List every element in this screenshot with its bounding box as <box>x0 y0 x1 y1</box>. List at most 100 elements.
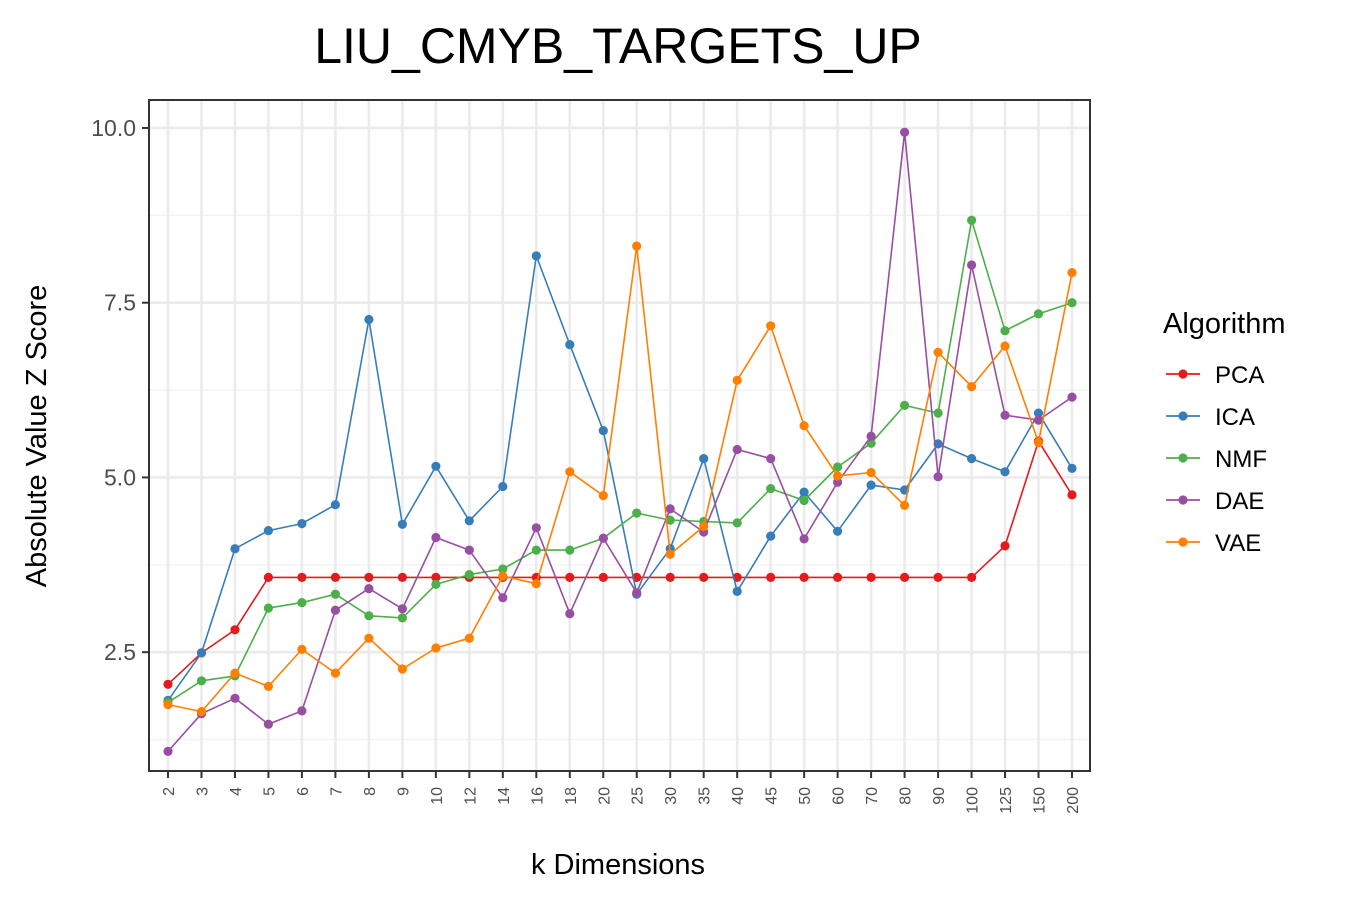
plot-background <box>149 100 1090 771</box>
data-point <box>531 523 541 533</box>
data-point <box>833 477 843 487</box>
legend-label: DAE <box>1215 488 1264 515</box>
legend-label: NMF <box>1215 446 1267 473</box>
data-point <box>1067 392 1077 402</box>
x-tick-label: 7 <box>328 787 345 796</box>
data-point <box>230 668 240 678</box>
x-tick-label: 80 <box>898 787 915 805</box>
data-point <box>900 500 910 510</box>
series-dae <box>163 127 1077 757</box>
legend-items: PCA ICA NMF DAE VAE <box>1166 362 1267 557</box>
data-point <box>699 572 709 583</box>
series-nmf <box>163 215 1077 708</box>
data-point <box>364 611 374 621</box>
data-point <box>866 431 876 441</box>
data-point <box>230 544 240 554</box>
data-point <box>196 707 207 717</box>
data-point <box>598 572 608 583</box>
data-point <box>1067 463 1077 473</box>
x-tick-label: 40 <box>730 787 747 805</box>
data-point <box>297 572 307 583</box>
x-tick-label: 35 <box>697 787 714 805</box>
data-point <box>933 408 943 418</box>
data-point <box>565 545 575 555</box>
data-point <box>1067 268 1077 278</box>
data-point <box>933 472 943 482</box>
data-point <box>1000 326 1010 336</box>
legend-title: Algorithm <box>1163 308 1286 340</box>
data-point <box>263 603 273 613</box>
data-point <box>833 462 843 472</box>
data-point <box>263 681 273 692</box>
x-tick-label: 5 <box>261 787 278 796</box>
data-point <box>330 668 340 678</box>
data-point <box>1067 298 1077 308</box>
data-point <box>397 613 407 623</box>
data-point <box>799 421 809 431</box>
data-point <box>1067 490 1077 500</box>
x-axis: 2 3 4 5 6 7 8 9 10 12 14 16 18 20 25 30 35 40 45 50 60 70 80 90… <box>161 771 1082 814</box>
data-point <box>967 215 977 225</box>
x-tick-label: 4 <box>228 787 245 796</box>
chart-title: LIU_CMYB_TARGETS_UP <box>314 18 922 74</box>
series-ica <box>163 251 1077 706</box>
data-point <box>1000 341 1010 351</box>
data-point <box>565 572 575 583</box>
data-point <box>330 605 340 615</box>
x-tick-label: 60 <box>831 787 848 805</box>
data-point <box>397 519 407 529</box>
data-point <box>665 504 675 514</box>
data-point <box>330 572 340 583</box>
data-point <box>632 241 642 251</box>
y-tick-label: 10.0 <box>91 115 136 141</box>
data-point <box>665 549 675 559</box>
data-point <box>1000 410 1010 420</box>
data-point <box>766 484 776 494</box>
data-point <box>799 534 809 544</box>
legend-key-point <box>1178 369 1188 379</box>
data-point <box>464 633 474 643</box>
data-point <box>632 508 642 518</box>
series-line-ica <box>167 255 1073 701</box>
data-point <box>900 572 910 583</box>
data-point <box>766 572 776 583</box>
data-point <box>431 532 441 543</box>
data-point <box>833 471 843 481</box>
x-tick-label: 50 <box>797 787 814 805</box>
data-point <box>297 598 307 608</box>
legend-key-point <box>1178 537 1188 547</box>
data-point <box>464 570 474 580</box>
data-point <box>732 444 742 455</box>
x-tick-label: 2 <box>161 787 178 796</box>
legend-key-point <box>1178 495 1188 505</box>
x-tick-label: 200 <box>1065 787 1082 814</box>
series-line-pca <box>167 440 1073 685</box>
data-point <box>699 521 709 532</box>
data-point <box>364 314 374 325</box>
data-point <box>1033 437 1044 448</box>
data-point <box>1000 541 1010 551</box>
data-point <box>531 545 541 555</box>
data-point <box>330 500 340 510</box>
data-point <box>799 572 809 583</box>
data-point <box>900 127 910 137</box>
legend-item-vae: VAE <box>1166 530 1261 557</box>
data-point <box>967 454 977 464</box>
data-point <box>967 260 977 270</box>
data-point <box>230 625 240 635</box>
legend-label: VAE <box>1215 530 1261 557</box>
data-point <box>1033 415 1044 425</box>
data-point <box>632 588 642 598</box>
data-point <box>833 526 843 536</box>
data-point <box>263 719 273 729</box>
x-tick-label: 12 <box>462 787 479 805</box>
data-point <box>263 526 273 536</box>
y-axis-title: Absolute Value Z Score <box>21 285 53 588</box>
series-line-vae <box>167 245 1073 713</box>
data-point <box>799 487 809 497</box>
legend-item-pca: PCA <box>1166 362 1264 389</box>
data-point <box>263 572 273 583</box>
data-point <box>565 467 575 477</box>
x-tick-label: 25 <box>630 787 647 805</box>
x-tick-label: 45 <box>764 787 781 805</box>
